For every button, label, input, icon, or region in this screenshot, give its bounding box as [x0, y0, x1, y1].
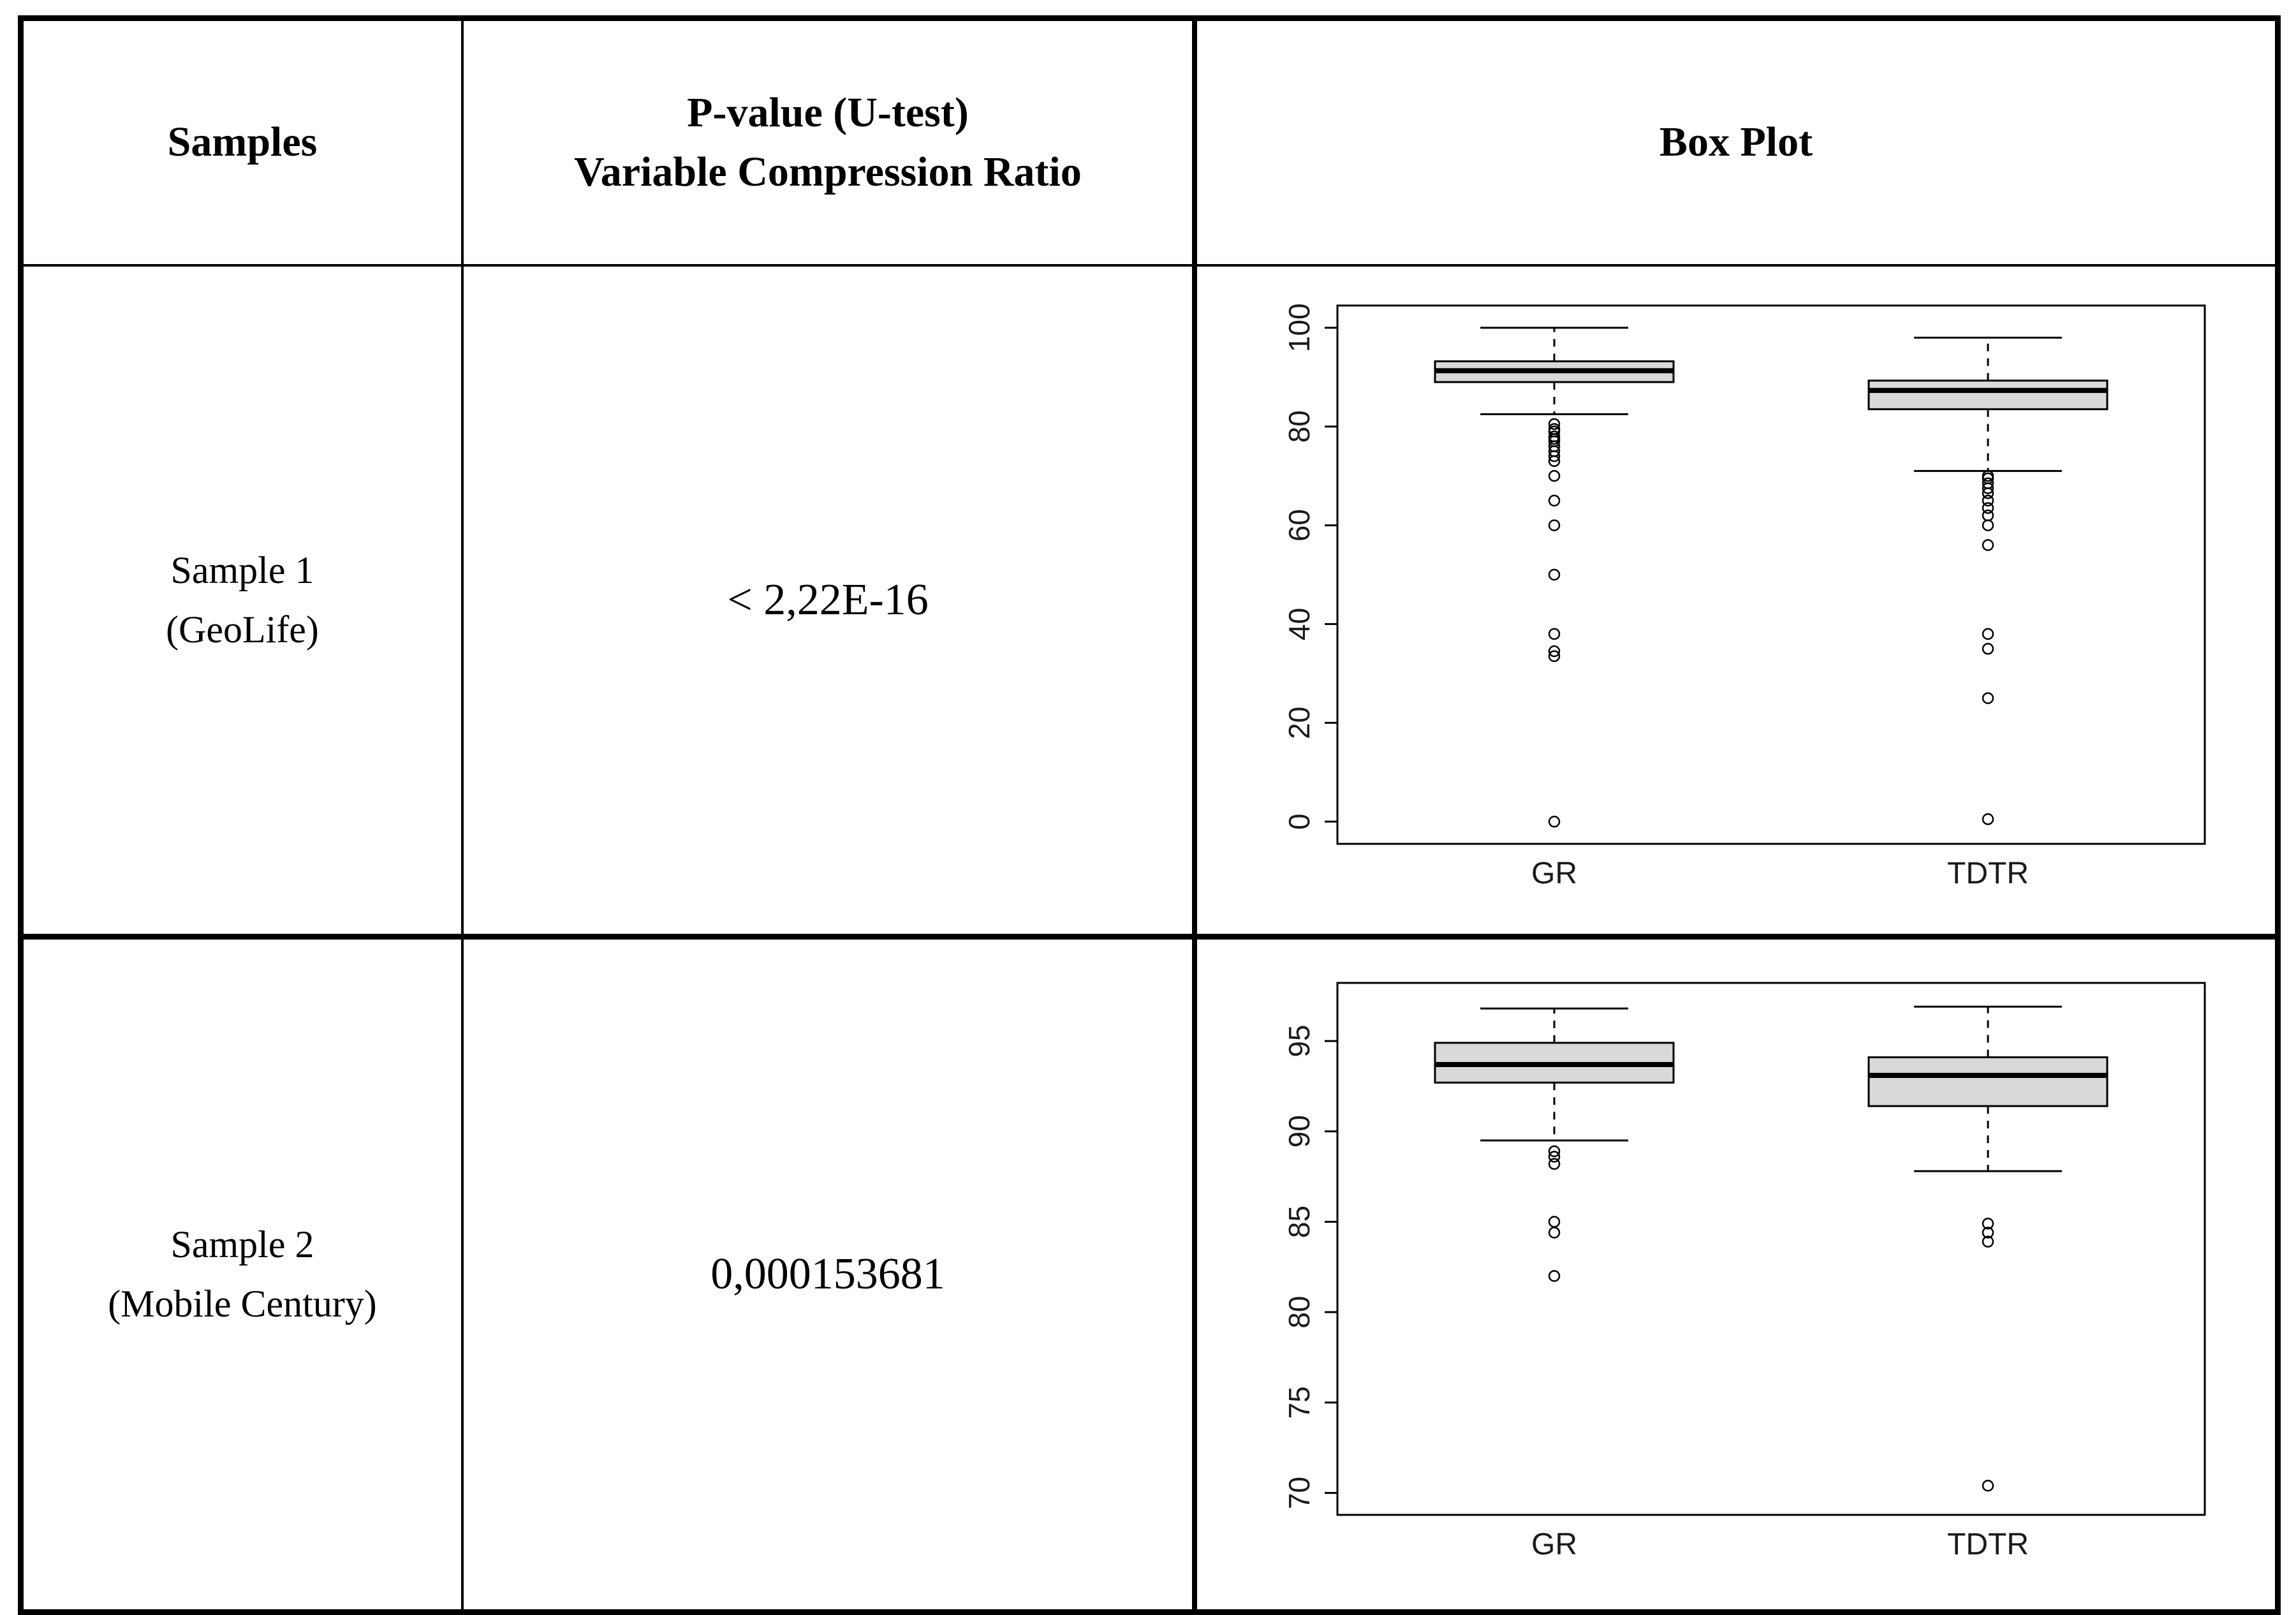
svg-text:75: 75 — [1283, 1386, 1316, 1419]
row2-pvalue: 0,000153681 — [710, 1250, 945, 1299]
svg-text:40: 40 — [1283, 608, 1316, 640]
svg-text:60: 60 — [1283, 509, 1316, 542]
header-boxplot-label: Box Plot — [1659, 119, 1813, 166]
svg-text:GR: GR — [1531, 857, 1577, 890]
row2-sample-name: Sample 2 — [170, 1223, 314, 1265]
svg-text:70: 70 — [1283, 1477, 1316, 1509]
svg-text:TDTR: TDTR — [1947, 1528, 2029, 1561]
boxplot-sample1-geolife: 0 20 40 60 80 100 GR TDTR — [1283, 303, 2206, 890]
header-samples: Samples — [24, 21, 464, 267]
svg-text:GR: GR — [1531, 1528, 1577, 1561]
header-pvalue-line2: Variable Compression Ratio — [574, 148, 1082, 195]
row1-sample-name: Sample 1 — [170, 549, 314, 591]
row1-pvalue: < 2,22E-16 — [727, 575, 929, 624]
header-pvalue-line1: P-value (U-test) — [687, 89, 969, 136]
row2-boxplot-cell: 70 75 80 85 90 95 GR TDTR — [1197, 940, 2275, 1609]
comparison-table: Samples P-value (U-test) Variable Compre… — [18, 15, 2281, 1615]
svg-text:90: 90 — [1283, 1115, 1316, 1147]
row2-sample-cell: Sample 2 (Mobile Century) — [24, 940, 464, 1609]
header-samples-label: Samples — [167, 119, 318, 166]
svg-text:100: 100 — [1283, 303, 1316, 352]
row1-sample-dataset: (GeoLife) — [166, 608, 319, 651]
row1-sample-cell: Sample 1 (GeoLife) — [24, 267, 464, 940]
row1-boxplot-cell: 0 20 40 60 80 100 GR TDTR — [1197, 267, 2275, 940]
svg-text:0: 0 — [1283, 813, 1316, 830]
svg-text:95: 95 — [1283, 1025, 1316, 1058]
svg-text:85: 85 — [1283, 1206, 1316, 1238]
row2-sample-dataset: (Mobile Century) — [108, 1283, 377, 1325]
row2-pvalue-cell: 0,000153681 — [464, 940, 1197, 1609]
header-boxplot: Box Plot — [1197, 21, 2275, 267]
header-pvalue: P-value (U-test) Variable Compression Ra… — [464, 21, 1197, 267]
row1-pvalue-cell: < 2,22E-16 — [464, 267, 1197, 940]
boxplot-sample2-mobile-century: 70 75 80 85 90 95 GR TDTR — [1283, 982, 2206, 1561]
figure-wrapper: Samples P-value (U-test) Variable Compre… — [18, 15, 2281, 1615]
svg-text:20: 20 — [1283, 707, 1316, 739]
svg-text:80: 80 — [1283, 1296, 1316, 1329]
svg-text:TDTR: TDTR — [1947, 857, 2029, 890]
svg-text:80: 80 — [1283, 410, 1316, 443]
